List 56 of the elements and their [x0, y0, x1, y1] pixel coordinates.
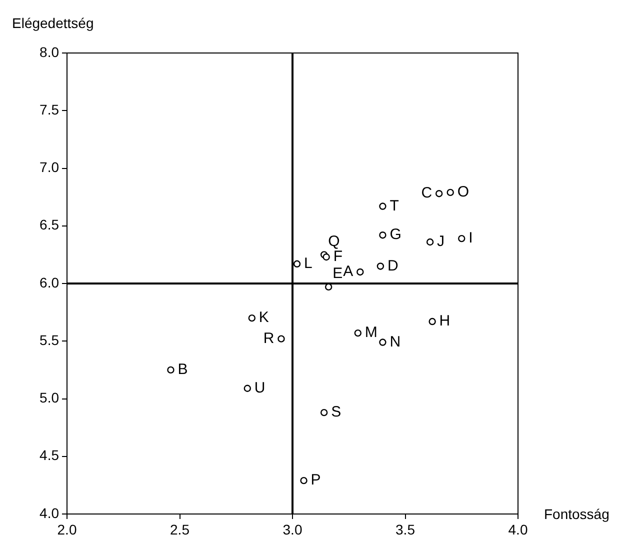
y-tick-label: 7.5 — [40, 101, 60, 118]
y-tick-label: 6.5 — [40, 216, 60, 233]
series-label: G — [390, 226, 402, 244]
series-label: U — [254, 380, 266, 397]
point — [356, 268, 364, 276]
point — [320, 408, 328, 416]
x-tick-label: 2.0 — [57, 521, 77, 538]
series-label: T — [390, 197, 399, 214]
y-axis-title: Elégedettség — [12, 15, 94, 31]
series-label: A — [343, 263, 354, 280]
series-label: F — [333, 248, 342, 266]
series-label: O — [457, 184, 470, 201]
y-tick-label: 4.0 — [40, 504, 60, 521]
point — [293, 260, 301, 268]
x-axis-title: Fontosság — [544, 506, 610, 522]
x-tick-label: 4.0 — [508, 521, 528, 538]
point — [248, 314, 256, 322]
x-tick-label: 3.0 — [282, 521, 302, 538]
point — [278, 335, 285, 342]
series-label: N — [390, 333, 401, 350]
point — [458, 234, 466, 242]
point — [426, 238, 434, 246]
x-tick-label: 2.5 — [170, 521, 190, 538]
x-tick-label: 3.5 — [396, 521, 416, 538]
y-tick-label: 4.5 — [40, 447, 60, 464]
series-label: E — [332, 265, 343, 282]
point — [379, 338, 386, 346]
series-label: D — [387, 257, 398, 274]
y-tick-label: 5.0 — [40, 390, 60, 406]
series-label: J — [437, 233, 445, 250]
point — [446, 188, 454, 196]
series-label: M — [364, 324, 378, 342]
point — [322, 253, 330, 261]
point — [376, 262, 384, 270]
series-label: B — [178, 361, 188, 378]
series-label: Q — [328, 232, 340, 250]
y-tick-label: 5.5 — [40, 332, 60, 348]
point — [379, 231, 386, 239]
series-label: H — [439, 312, 450, 330]
series-label: P — [310, 472, 321, 489]
series-label: I — [468, 230, 473, 247]
series-label: R — [263, 330, 274, 347]
y-tick-label: 7.0 — [40, 159, 60, 176]
point — [300, 476, 308, 484]
series-label: K — [258, 309, 269, 326]
y-tick-label: 8.0 — [40, 44, 60, 60]
point — [354, 329, 362, 337]
point — [167, 366, 174, 374]
series-label: C — [421, 184, 432, 202]
y-tick-label: 6.0 — [40, 274, 60, 290]
point — [428, 318, 436, 326]
series-label: L — [304, 255, 312, 272]
point — [435, 190, 443, 198]
series-label: S — [331, 404, 342, 421]
point — [244, 384, 251, 392]
point — [379, 202, 386, 210]
